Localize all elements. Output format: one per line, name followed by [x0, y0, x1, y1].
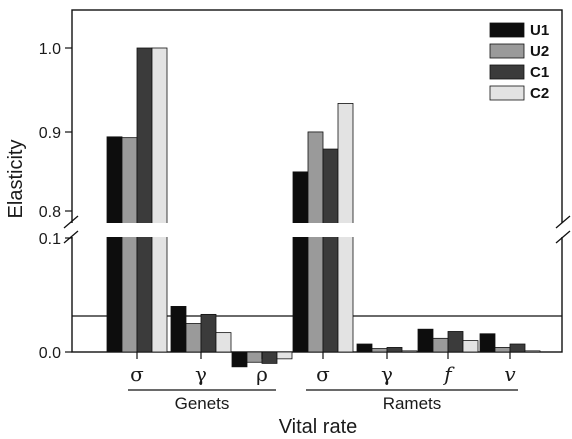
legend-label-u1: U1	[530, 22, 549, 39]
bar-u1-2	[231, 351, 248, 368]
y-axis-break	[60, 215, 571, 244]
legend-swatch-u1	[489, 22, 525, 38]
y-tick-label: 0.0	[39, 345, 61, 362]
x-tick-label: σ	[316, 362, 330, 386]
legend-swatch-u2	[489, 43, 525, 59]
legend: U1 U2 C1 C2	[489, 22, 549, 102]
legend-label-c1: C1	[530, 64, 549, 81]
bar-c2-0	[151, 47, 168, 353]
bar-c1-4	[386, 347, 403, 353]
axis-break-mark-right-upper	[555, 215, 571, 229]
axis-break-mark-left-lower	[63, 230, 79, 244]
bar-u1-0	[106, 136, 123, 353]
x-tick-label: γ	[381, 362, 393, 386]
bar-u2-0	[121, 137, 138, 353]
legend-swatch-c1	[489, 64, 525, 80]
y-axis-title: Elasticity	[5, 140, 27, 219]
bar-c2-2	[276, 351, 293, 360]
bar-u1-6	[479, 333, 496, 353]
bars-layer	[106, 47, 541, 368]
axis-break-gap	[60, 223, 565, 237]
bar-c1-0	[136, 47, 153, 353]
bar-u2-2	[246, 351, 263, 363]
bar-c1-3	[322, 148, 339, 353]
bar-u1-1	[170, 305, 187, 353]
x-tick-label: ρ	[256, 362, 268, 386]
bar-u2-4	[371, 348, 388, 353]
bar-c2-6	[524, 350, 541, 353]
genets-group-label: Genets	[175, 394, 230, 413]
legend-label-u2: U2	[530, 43, 549, 60]
x-axis-title: Vital rate	[279, 416, 358, 438]
y-tick-label: 0.1	[39, 231, 61, 248]
x-tick-label: f	[442, 362, 455, 386]
bar-c1-1	[200, 313, 217, 353]
axis-break-mark-left-upper	[63, 215, 79, 229]
category-groups: Genets Ramets	[128, 389, 518, 413]
bar-u1-3	[292, 171, 309, 353]
bar-c2-5	[462, 340, 479, 353]
bar-u2-5	[432, 337, 449, 353]
legend-swatch-c2	[489, 85, 525, 101]
ramets-group-label: Ramets	[383, 394, 442, 413]
bar-c2-4	[401, 350, 418, 353]
y-tick-label: 0.8	[39, 204, 61, 221]
bar-c2-1	[215, 332, 232, 353]
bar-u2-6	[494, 347, 511, 353]
x-tick-label: v	[504, 362, 516, 386]
bar-c1-5	[447, 331, 464, 353]
bar-u1-5	[417, 328, 434, 353]
bar-c1-6	[509, 343, 526, 353]
axis-break-mark-right-lower	[555, 230, 571, 244]
x-tick-label: γ	[195, 362, 207, 386]
bar-u1-4	[356, 343, 373, 353]
y-axis-ticks: 1.0 0.9 0.8 0.1 0.0	[39, 41, 72, 362]
bar-u2-1	[185, 323, 202, 353]
bar-u2-3	[307, 131, 324, 353]
y-tick-label: 1.0	[39, 41, 61, 58]
x-tick-label: σ	[130, 362, 144, 386]
legend-label-c2: C2	[530, 85, 549, 102]
y-tick-label: 0.9	[39, 125, 61, 142]
